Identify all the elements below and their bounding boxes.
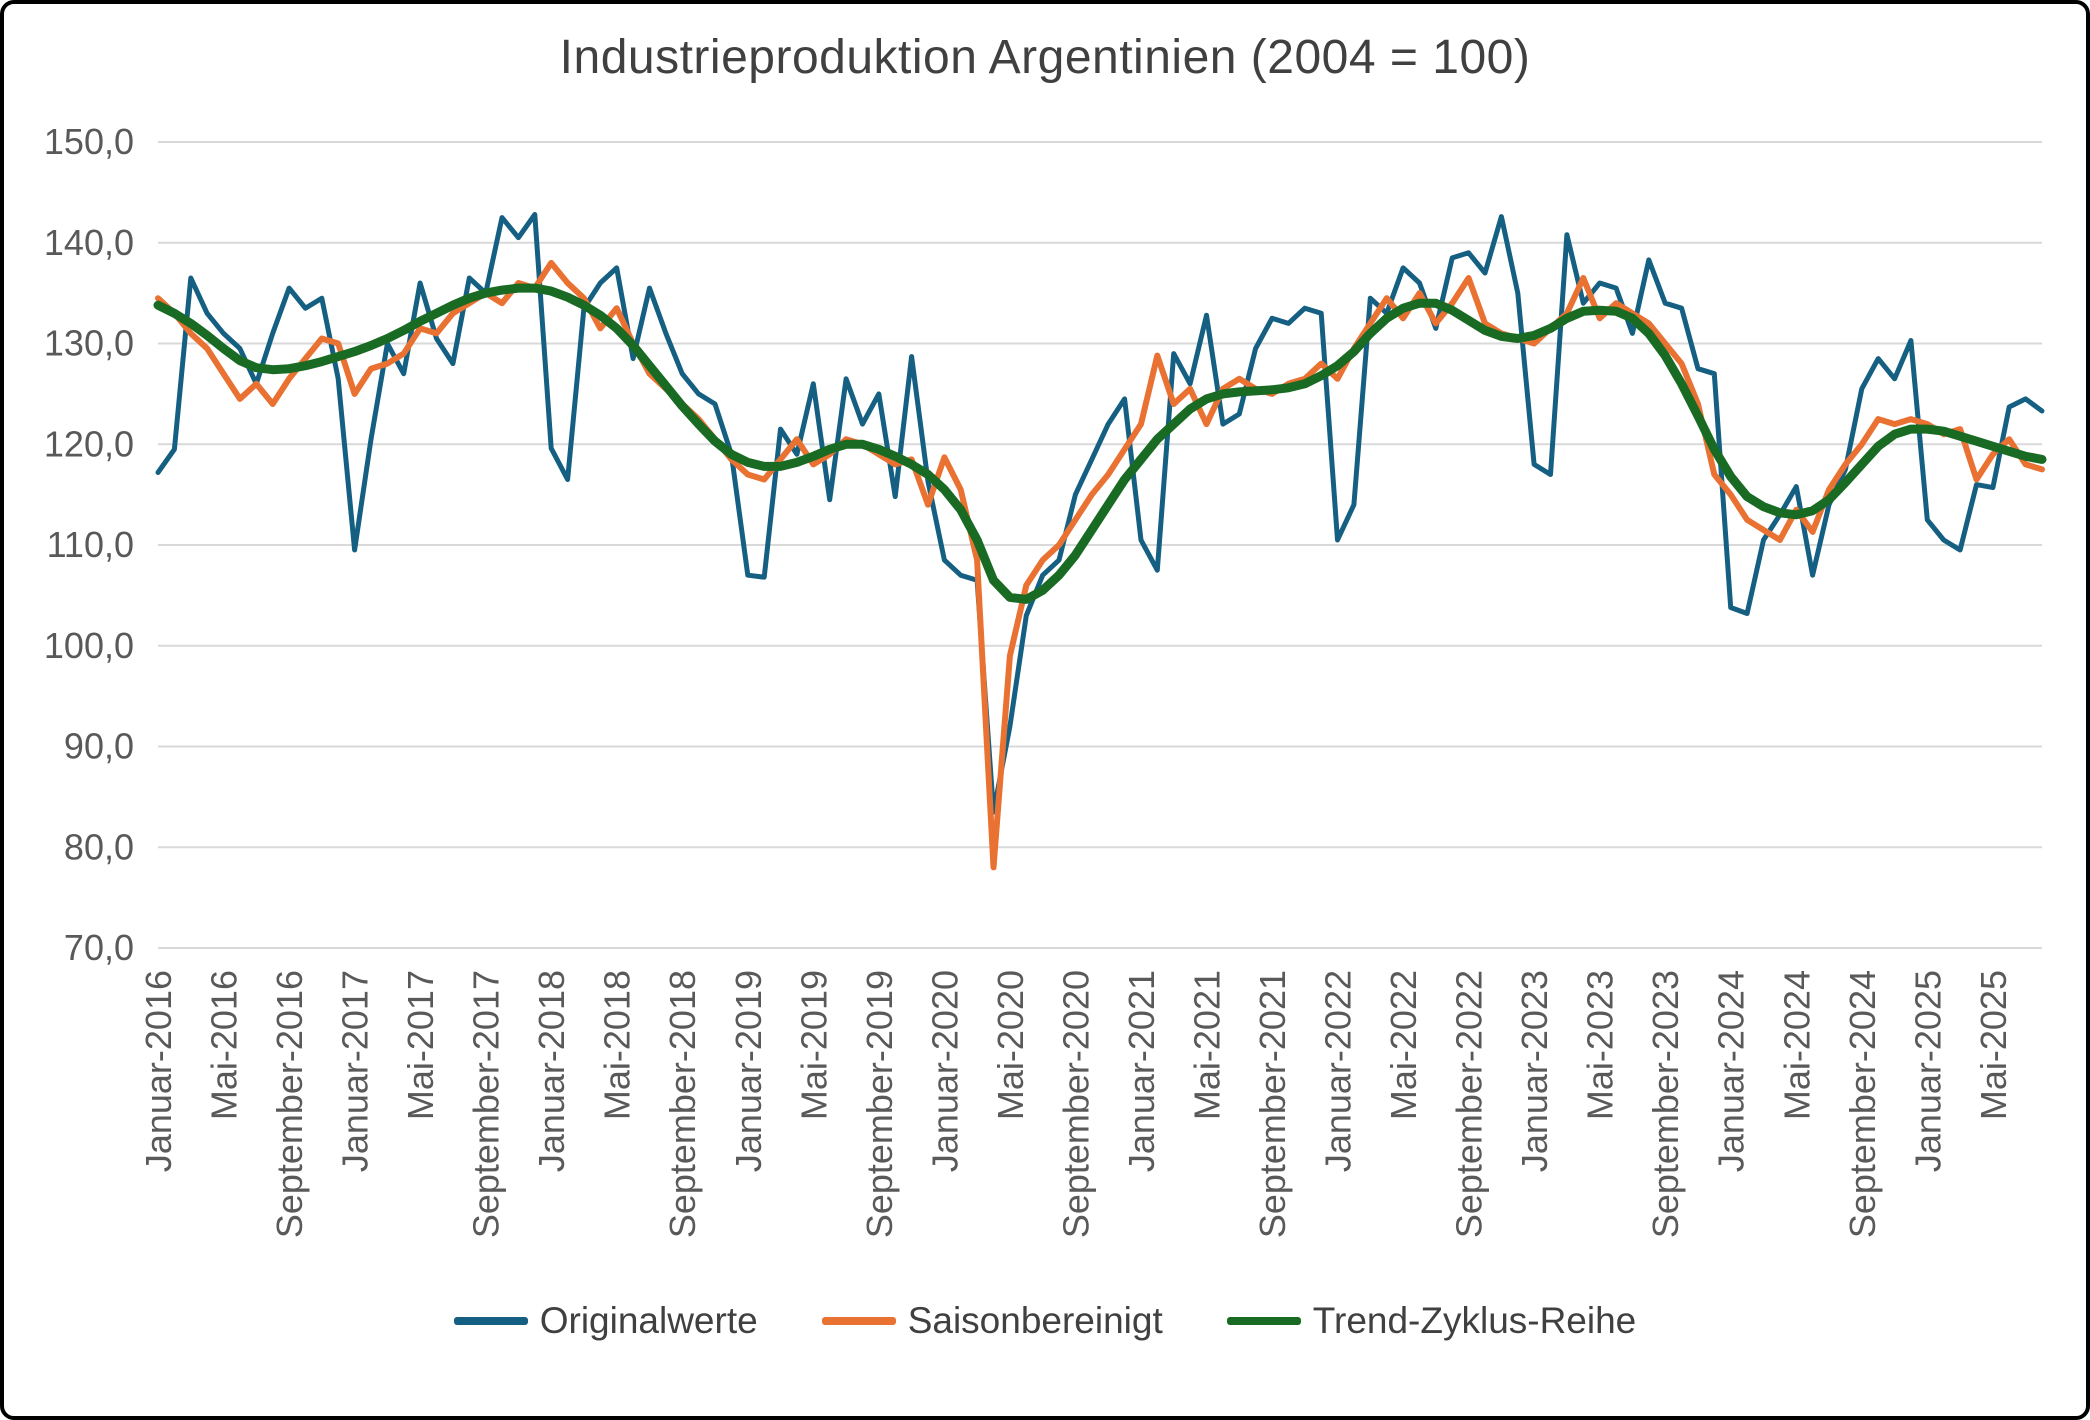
series-line-trend-zyklus-reihe	[153, 283, 2047, 604]
legend-item-trend-zyklus-reihe: Trend-Zyklus-Reihe	[1226, 1300, 1637, 1342]
x-tick-label: September-2016	[269, 970, 310, 1238]
chart-title: Industrieproduktion Argentinien (2004 = …	[559, 31, 1531, 84]
x-tick-label: September-2023	[1645, 970, 1686, 1238]
x-tick-label: Mai-2022	[1383, 970, 1424, 1120]
legend-label-saisonbereinigt: Saisonbereinigt	[907, 1300, 1163, 1341]
x-tick-label: Januar-2020	[924, 970, 965, 1172]
x-tick-label: Januar-2021	[1121, 970, 1162, 1172]
x-tick-label: Januar-2024	[1711, 970, 1752, 1172]
x-tick-label: Mai-2023	[1580, 970, 1621, 1120]
x-tick-label: Januar-2016	[138, 970, 179, 1172]
x-tick-label: Mai-2019	[793, 970, 834, 1120]
x-tick-label: Mai-2025	[1973, 970, 2014, 1120]
x-tick-label: Januar-2018	[531, 970, 572, 1172]
y-tick-label: 70,0	[64, 927, 134, 968]
x-tick-label: Mai-2017	[400, 970, 441, 1120]
x-tick-label: Mai-2024	[1776, 970, 1817, 1120]
x-tick-label: September-2022	[1449, 970, 1490, 1238]
y-tick-label: 80,0	[64, 826, 134, 867]
legend: Originalwerte Saisonbereinigt Trend-Zykl…	[0, 1300, 2090, 1342]
series-line-originalwerte	[155, 212, 2045, 815]
x-tick-label: Mai-2020	[990, 970, 1031, 1120]
y-tick-label: 110,0	[47, 524, 134, 565]
y-tick-label: 90,0	[64, 726, 134, 767]
y-tick-label: 150,0	[44, 121, 134, 162]
y-tick-label: 120,0	[44, 423, 134, 464]
y-tick-label: 100,0	[44, 625, 134, 666]
legend-line-swatch-saisonbereinigt	[821, 1317, 896, 1325]
y-tick-label: 130,0	[44, 323, 134, 364]
legend-line-swatch-originalwerte	[453, 1317, 528, 1325]
legend-label-originalwerte: Originalwerte	[539, 1300, 758, 1341]
x-tick-label: Mai-2021	[1186, 970, 1227, 1120]
x-tick-label: September-2019	[859, 970, 900, 1238]
legend-item-saisonbereinigt: Saisonbereinigt	[821, 1300, 1163, 1342]
x-tick-label: Mai-2016	[204, 970, 245, 1120]
x-tick-label: September-2024	[1842, 970, 1883, 1238]
legend-line-swatch-trend-zyklus-reihe	[1226, 1317, 1301, 1325]
legend-label-trend-zyklus-reihe: Trend-Zyklus-Reihe	[1312, 1300, 1637, 1341]
x-tick-label: September-2017	[466, 970, 507, 1238]
x-tick-label: Januar-2022	[1318, 970, 1359, 1172]
legend-item-originalwerte: Originalwerte	[453, 1300, 758, 1342]
x-tick-label: Januar-2023	[1514, 970, 1555, 1172]
x-tick-label: Mai-2018	[597, 970, 638, 1120]
x-tick-label: September-2020	[1055, 970, 1096, 1238]
x-tick-label: Januar-2019	[728, 970, 769, 1172]
x-tick-label: Januar-2017	[335, 970, 376, 1172]
y-tick-label: 140,0	[44, 222, 134, 263]
x-tick-label: September-2021	[1252, 970, 1293, 1238]
x-tick-label: September-2018	[662, 970, 703, 1238]
x-tick-label: Januar-2025	[1907, 970, 1948, 1172]
